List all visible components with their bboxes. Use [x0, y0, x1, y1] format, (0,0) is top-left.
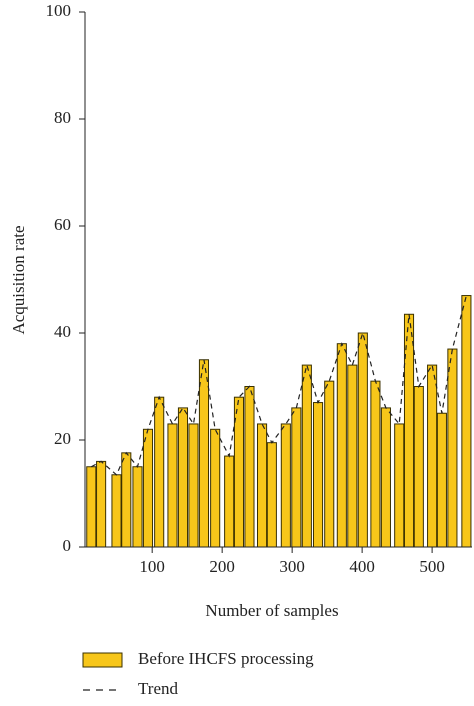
legend-label: Before IHCFS processing	[138, 649, 314, 668]
bar	[357, 332, 368, 548]
x-axis-label: Number of samples	[205, 601, 338, 620]
x-tick-label: 200	[209, 557, 235, 576]
y-tick-label: 80	[54, 108, 71, 127]
trend-line	[91, 295, 467, 476]
legend-label: Trend	[138, 679, 178, 698]
bar	[291, 407, 302, 548]
bar	[142, 428, 154, 548]
bar	[447, 348, 458, 548]
bar	[380, 407, 391, 548]
x-tick-label: 300	[279, 557, 305, 576]
x-tick-label: 100	[139, 557, 165, 576]
x-tick-label: 400	[349, 557, 375, 576]
bar	[244, 386, 255, 548]
y-tick-label: 20	[54, 429, 71, 448]
legend-swatch	[82, 652, 123, 668]
bar	[394, 423, 405, 548]
bar	[301, 364, 312, 548]
bar	[336, 343, 347, 548]
bar	[257, 423, 268, 548]
bar	[132, 466, 143, 548]
bar	[324, 380, 335, 548]
bar	[177, 407, 189, 548]
bar	[427, 364, 438, 548]
bar	[224, 455, 235, 548]
bar	[188, 423, 199, 548]
bar	[121, 452, 132, 548]
bar	[312, 402, 324, 548]
bar	[280, 423, 291, 548]
bar	[413, 386, 424, 548]
y-axis-label: Acquisition rate	[9, 225, 28, 334]
bar	[86, 466, 97, 548]
bar	[198, 359, 210, 548]
bar	[210, 428, 221, 548]
y-tick-label: 100	[46, 1, 72, 20]
y-tick-label: 0	[63, 536, 72, 555]
bar	[436, 412, 447, 548]
bar	[154, 396, 165, 548]
y-tick-label: 60	[54, 215, 71, 234]
bar	[96, 460, 107, 548]
y-tick-label: 40	[54, 322, 71, 341]
bar	[347, 364, 358, 548]
bar	[461, 295, 472, 548]
bar	[167, 423, 178, 548]
bar	[370, 380, 381, 548]
bar	[111, 474, 122, 548]
x-tick-label: 500	[419, 557, 445, 576]
bar	[266, 442, 277, 548]
